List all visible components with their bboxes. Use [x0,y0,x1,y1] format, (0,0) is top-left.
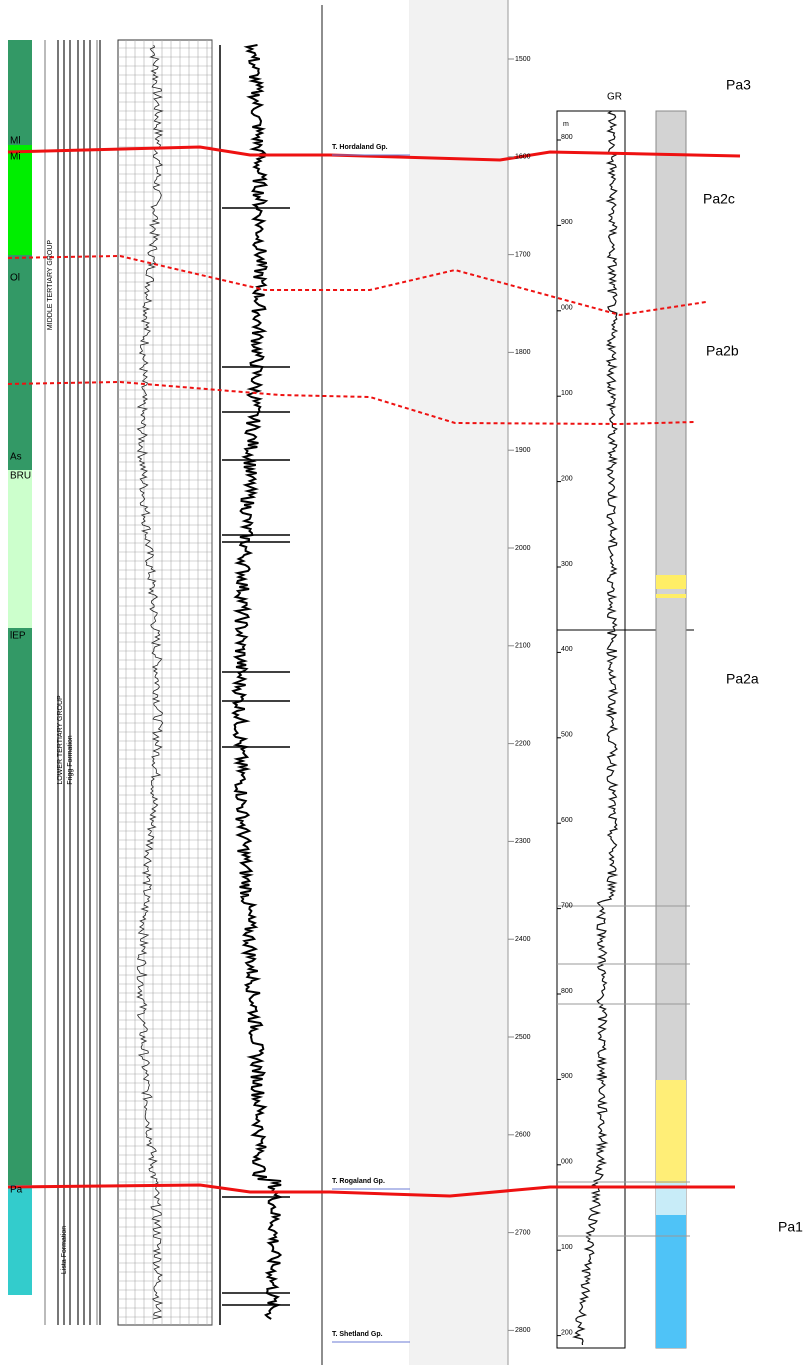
depth-label: 900 [561,219,573,226]
strat-unit [8,628,32,1185]
depth-label: 400 [561,646,573,653]
depth-label: 2200 [515,740,531,747]
depth-label: 000 [561,1159,573,1166]
zone-label: Pa3 [726,77,751,93]
well-correlation-figure: Ml Mi Ol As BRU lEP Pa MIDDLE TERTIARY GROUP LOW… [0,0,811,1365]
group-label: Frigg Formation [67,735,74,785]
depth-label: 700 [561,902,573,909]
zone-label: Pa2a [726,671,759,687]
solid-correlation [8,1185,735,1196]
formation-label: T. Hordaland Gp. [332,144,388,151]
group-label: Lista Formation [61,1226,68,1274]
depth-label: 1500 [515,56,531,63]
depth-label: 500 [561,732,573,739]
depth-label: 1700 [515,251,531,258]
depth-label: 2600 [515,1132,531,1139]
depth-label: 2100 [515,643,531,650]
formation-label: T. Shetland Gp. [332,1331,383,1338]
strat-unit [8,40,32,145]
dashed-correlation [8,256,706,315]
lithology-band [656,1080,686,1183]
depth-label: 800 [561,988,573,995]
strat-label: Ml [10,136,21,147]
group-label: MIDDLE TERTIARY GROUP [47,240,54,330]
strat-label: Ol [10,273,20,284]
depth-label: 2000 [515,545,531,552]
depth-label: 000 [561,305,573,312]
zone-label: Pa2b [706,343,739,359]
depth-label: 2800 [515,1327,531,1334]
depth-label: 200 [561,475,573,482]
log-track [410,0,508,1365]
zone-label: Pa2c [703,191,735,207]
zone-label: Pa1 [778,1219,803,1235]
sonic-curve [233,45,281,1319]
depth-label: 2300 [515,838,531,845]
depth-label: 800 [561,134,573,141]
depth-label: 2500 [515,1034,531,1041]
depth-label: 1800 [515,349,531,356]
strat-unit [8,255,32,470]
depth-label: 1600 [515,154,531,161]
strat-label: As [10,452,22,463]
depth-label: 600 [561,817,573,824]
group-label: LOWER TERTIARY GROUP [57,695,64,785]
lithology-band [656,594,686,598]
depth-label: 1900 [515,447,531,454]
depth-label: 2700 [515,1229,531,1236]
depth-label: 2400 [515,936,531,943]
lithology-band [656,575,686,589]
dashed-correlation [8,382,694,424]
depth-label: 100 [561,1244,573,1251]
strat-label: Mi [10,152,21,163]
strat-label: BRU [10,471,31,482]
right-gr-curve [574,111,617,1345]
scanned-log [45,40,220,1325]
formation-label: T. Rogaland Gp. [332,1178,385,1185]
strat-unit [8,470,32,628]
depth-label: 900 [561,1073,573,1080]
lithology-band [656,1215,686,1348]
unit-label: m [563,121,569,128]
strat-label: lEP [10,631,26,642]
depth-label: 100 [561,390,573,397]
depth-label: 200 [561,1329,573,1336]
strat-label: Pa [10,1185,23,1196]
strat-unit [8,1185,32,1295]
curve-label: GR [607,92,622,103]
depth-label: 300 [561,561,573,568]
